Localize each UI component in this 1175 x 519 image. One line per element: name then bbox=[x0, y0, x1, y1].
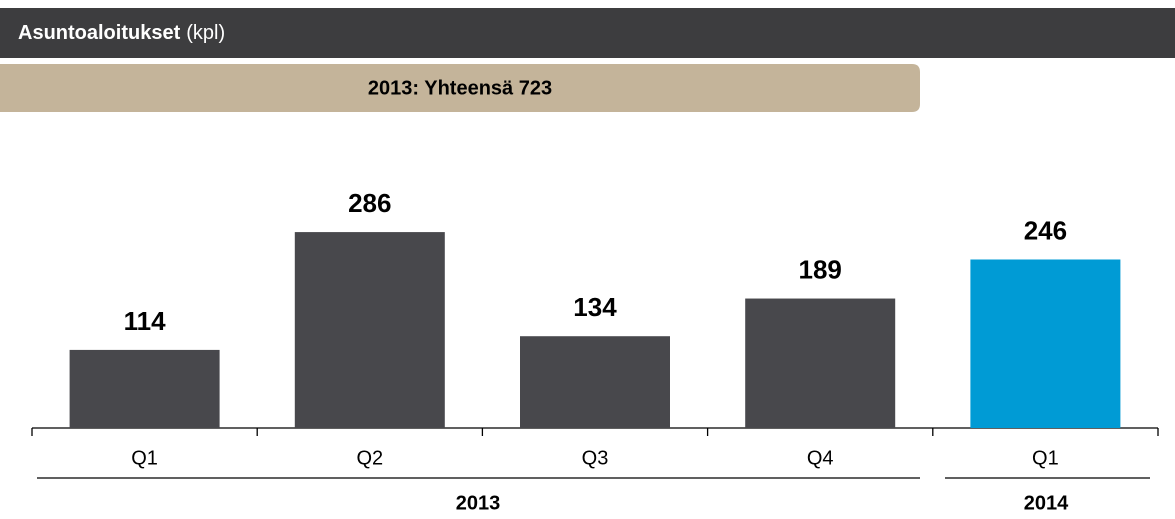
x-tick-label: Q4 bbox=[807, 447, 834, 469]
chart-title: Asuntoaloitukset bbox=[18, 22, 181, 44]
bar bbox=[745, 298, 896, 428]
unit: (kpl) bbox=[186, 22, 225, 44]
bar bbox=[294, 232, 445, 428]
x-tick-label: Q3 bbox=[582, 447, 609, 469]
bar bbox=[69, 349, 220, 428]
subtitle: 2013: Yhteensä 723 bbox=[368, 77, 552, 99]
value-label: 189 bbox=[799, 254, 842, 284]
x-tick-label: Q1 bbox=[131, 447, 158, 469]
value-label: 286 bbox=[348, 188, 391, 218]
group-label: 2013 bbox=[456, 492, 501, 514]
value-label: 114 bbox=[124, 306, 166, 336]
header-title: Asuntoaloitukset (kpl) bbox=[18, 22, 225, 44]
group-label: 2014 bbox=[1024, 492, 1069, 514]
x-tick-label: Q1 bbox=[1032, 447, 1059, 469]
x-tick-label: Q2 bbox=[356, 447, 383, 469]
bar bbox=[970, 259, 1121, 428]
value-label: 246 bbox=[1024, 215, 1067, 245]
subtitle-banner bbox=[0, 64, 920, 112]
value-label: 134 bbox=[573, 292, 617, 322]
bar bbox=[520, 336, 670, 428]
header-bar bbox=[0, 8, 1175, 58]
